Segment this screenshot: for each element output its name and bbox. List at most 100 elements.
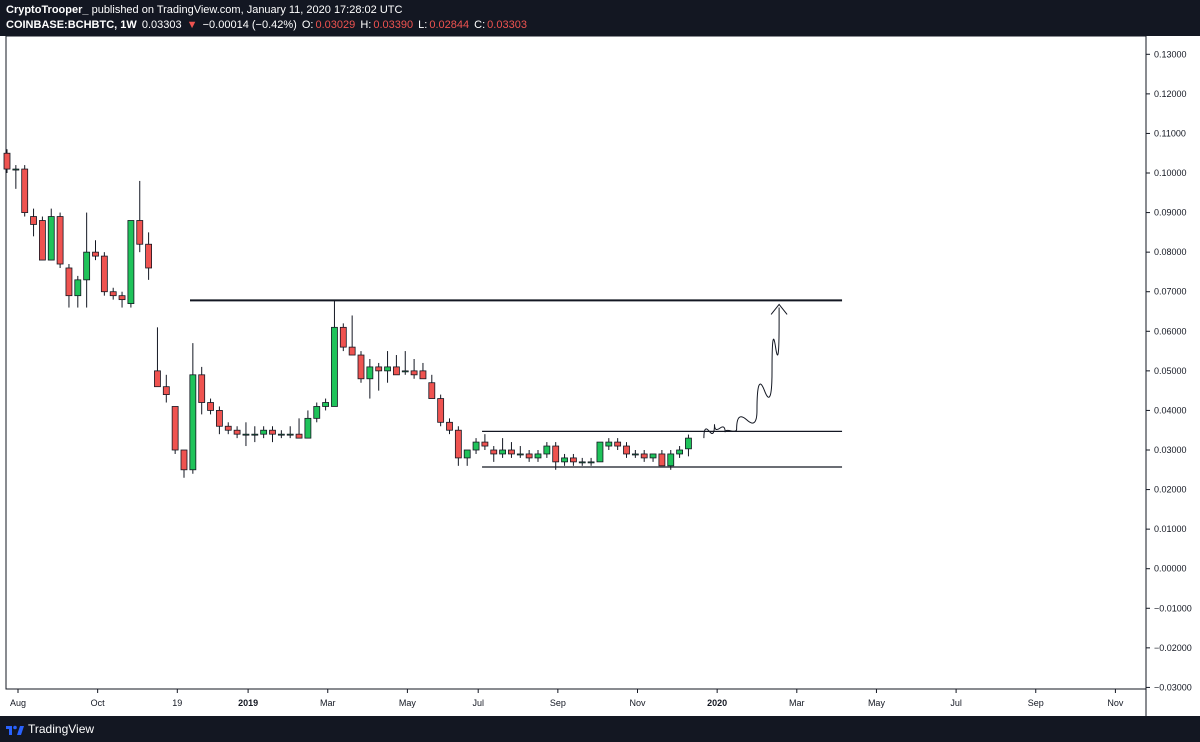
candle[interactable] — [614, 438, 622, 450]
projection-path[interactable] — [703, 307, 780, 439]
tradingview-logo-icon[interactable] — [6, 722, 24, 736]
candle[interactable] — [596, 441, 604, 463]
candle[interactable] — [242, 422, 250, 447]
candle[interactable] — [534, 450, 542, 462]
candle[interactable] — [21, 165, 29, 217]
candle-body — [676, 449, 683, 455]
candle[interactable] — [561, 453, 568, 466]
candle[interactable] — [313, 402, 321, 423]
candle[interactable] — [295, 418, 303, 439]
candle[interactable] — [428, 374, 436, 399]
candle[interactable] — [658, 450, 666, 467]
candle[interactable] — [83, 212, 91, 308]
candle-body — [65, 267, 73, 297]
candle[interactable] — [224, 422, 232, 435]
candle[interactable] — [419, 362, 427, 380]
candle[interactable] — [12, 165, 20, 189]
candle[interactable] — [649, 453, 657, 462]
candle[interactable] — [490, 446, 498, 462]
candle[interactable] — [109, 287, 117, 300]
candle-body — [12, 168, 20, 171]
candle[interactable] — [65, 264, 73, 308]
candle[interactable] — [215, 406, 223, 435]
candle[interactable] — [189, 343, 197, 474]
candle[interactable] — [233, 426, 241, 439]
candle[interactable] — [145, 232, 153, 280]
candle[interactable] — [198, 366, 206, 415]
candle[interactable] — [525, 450, 533, 462]
candle[interactable] — [446, 418, 453, 435]
candle[interactable] — [92, 240, 99, 261]
candle[interactable] — [3, 149, 11, 174]
candle[interactable] — [339, 323, 347, 352]
candle[interactable] — [127, 220, 135, 308]
candle-body — [100, 255, 108, 293]
candle[interactable] — [118, 291, 126, 308]
symbol-label[interactable]: COINBASE:BCHBTC, 1W — [6, 19, 137, 31]
candle-body — [446, 421, 453, 431]
candle[interactable] — [578, 457, 586, 466]
candle[interactable] — [631, 450, 639, 458]
candle[interactable] — [331, 299, 338, 407]
tradingview-brand[interactable]: TradingView — [28, 722, 95, 736]
candle[interactable] — [269, 426, 276, 443]
candle-body — [56, 216, 64, 265]
candle[interactable] — [251, 426, 259, 443]
candle[interactable] — [277, 430, 285, 439]
candle[interactable] — [410, 358, 418, 379]
candle[interactable] — [348, 315, 356, 356]
candle[interactable] — [322, 398, 330, 411]
candle[interactable] — [56, 212, 64, 268]
candle[interactable] — [570, 453, 577, 466]
candle[interactable] — [463, 449, 471, 466]
candle[interactable] — [454, 426, 462, 466]
candle[interactable] — [357, 351, 365, 383]
candle[interactable] — [640, 450, 648, 462]
candle[interactable] — [552, 442, 560, 470]
candle[interactable] — [605, 438, 613, 450]
candle[interactable] — [472, 438, 480, 454]
candle[interactable] — [286, 426, 294, 439]
candle[interactable] — [260, 426, 268, 439]
candle[interactable] — [47, 208, 55, 261]
candlestick-chart[interactable]: 0.13000 0.12000 0.11000 0.10000 0.09000 0.080… — [0, 36, 1200, 716]
candle[interactable] — [39, 216, 46, 261]
candle-body — [623, 445, 630, 455]
candle[interactable] — [136, 180, 144, 253]
candle[interactable] — [437, 394, 445, 427]
candle[interactable] — [392, 355, 400, 376]
candle[interactable] — [587, 457, 595, 466]
candle-body — [118, 295, 126, 301]
candle[interactable] — [171, 406, 179, 454]
candle[interactable] — [162, 374, 170, 403]
candle[interactable] — [508, 442, 515, 458]
time-axis[interactable]: Aug Oct 19 2019 Mar May Jul Sep Nov 2020 Mar May Jul… — [10, 689, 1124, 708]
candle[interactable] — [481, 434, 489, 450]
candle-body — [481, 441, 489, 447]
open-value: 0.03029 — [315, 19, 356, 31]
candle-body — [83, 251, 91, 281]
candle[interactable] — [685, 434, 692, 457]
candle[interactable] — [100, 252, 108, 296]
candle[interactable] — [74, 275, 82, 308]
author-name[interactable]: CryptoTrooper_ — [6, 4, 89, 16]
candle[interactable] — [384, 351, 391, 383]
candle[interactable] — [516, 446, 524, 458]
price-axis[interactable]: 0.13000 0.12000 0.11000 0.10000 0.09000 0.080… — [1146, 49, 1192, 692]
candle[interactable] — [676, 446, 683, 458]
candle[interactable] — [180, 449, 188, 478]
candle[interactable] — [543, 442, 551, 458]
candle[interactable] — [30, 208, 37, 237]
candle-body — [357, 354, 365, 380]
candle[interactable] — [304, 410, 312, 439]
candle[interactable] — [207, 398, 214, 415]
candle[interactable] — [366, 358, 374, 399]
candle[interactable] — [154, 327, 161, 388]
candle[interactable] — [623, 442, 630, 458]
candle[interactable] — [401, 351, 409, 375]
plot-area[interactable] — [5, 36, 1147, 690]
candle-body — [313, 406, 321, 419]
candle[interactable] — [499, 438, 507, 458]
candle[interactable] — [375, 362, 383, 391]
chart-footer: TradingView — [0, 716, 1200, 742]
